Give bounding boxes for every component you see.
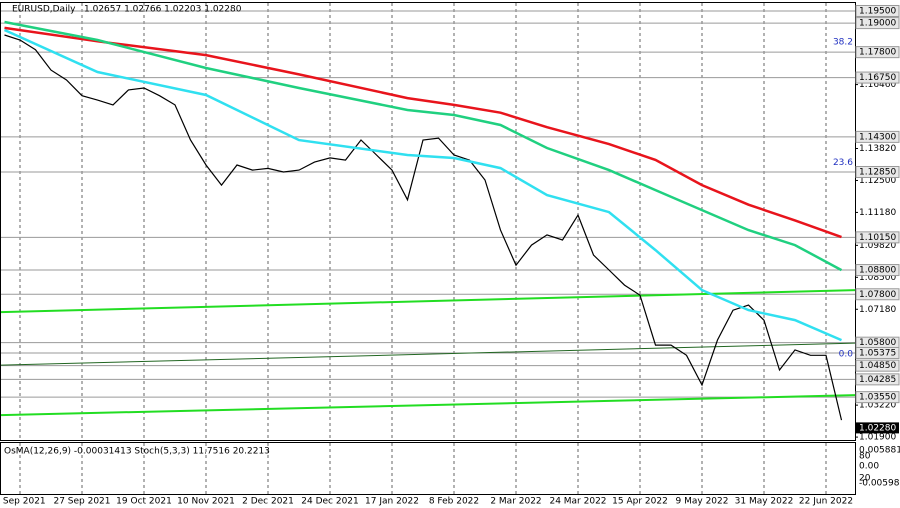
level-label: 1.19500 bbox=[859, 6, 896, 16]
price-line bbox=[4, 34, 843, 421]
level-box bbox=[855, 288, 900, 301]
level-box bbox=[855, 264, 900, 277]
indicator-axis-label: 20 bbox=[859, 474, 871, 484]
moving-average bbox=[4, 26, 842, 239]
indicator-axis-label: 0.0058815 bbox=[859, 446, 900, 456]
level-label: 1.16750 bbox=[859, 73, 896, 83]
level-label: 1.07800 bbox=[859, 290, 896, 300]
indicator-label: OsMA(12,26,9) -0.00031413 Stoch(5,3,3) 1… bbox=[4, 447, 270, 457]
level-box bbox=[855, 71, 900, 84]
level-box bbox=[855, 130, 900, 143]
indicator-axis-label: 80 bbox=[859, 452, 871, 462]
x-tick-label: 2 Mar 2022 bbox=[490, 497, 541, 507]
level-label: 1.12850 bbox=[859, 167, 896, 177]
indicator-axis-label: 0.00 bbox=[859, 462, 879, 472]
x-tick-label: 24 Dec 2021 bbox=[301, 497, 359, 507]
fib-label: 38.2 bbox=[833, 38, 853, 48]
y-tick-label: 1.12500 bbox=[859, 176, 896, 186]
level-label: 1.10150 bbox=[859, 233, 896, 243]
level-box bbox=[855, 346, 900, 359]
indicator-pane bbox=[0, 442, 856, 495]
x-tick-label: 27 Sep 2021 bbox=[53, 497, 110, 507]
level-label: 1.17800 bbox=[859, 48, 896, 58]
x-tick-label: 8 Sep 2021 bbox=[0, 497, 46, 507]
level-label: 1.05375 bbox=[859, 348, 896, 358]
level-label: 1.03550 bbox=[859, 393, 896, 403]
x-tick-label: 8 Feb 2022 bbox=[429, 497, 479, 507]
y-tick-label: 1.08500 bbox=[859, 273, 896, 283]
x-tick-label: 24 Mar 2022 bbox=[549, 497, 606, 507]
x-tick-label: 17 Jan 2022 bbox=[365, 497, 419, 507]
x-tick-label: 31 May 2022 bbox=[735, 497, 794, 507]
last-price-box bbox=[856, 422, 899, 434]
fib-label: 23.6 bbox=[833, 158, 853, 168]
level-label: 1.08800 bbox=[859, 266, 896, 276]
y-tick-label: 1.09820 bbox=[859, 241, 896, 251]
level-box bbox=[855, 391, 900, 404]
level-box bbox=[855, 165, 900, 178]
level-box bbox=[855, 231, 900, 244]
fib-label: 0.0 bbox=[839, 350, 854, 360]
x-tick-label: 15 Apr 2022 bbox=[612, 497, 668, 507]
x-tick-label: 2 Dec 2021 bbox=[242, 497, 294, 507]
moving-average bbox=[3, 28, 842, 342]
level-label: 1.19000 bbox=[859, 19, 896, 29]
x-tick-label: 9 May 2022 bbox=[676, 497, 729, 507]
y-tick-label: 1.11180 bbox=[859, 208, 896, 218]
trendline bbox=[0, 394, 856, 417]
x-tick-label: 10 Nov 2021 bbox=[177, 497, 235, 507]
y-tick-label: 1.16460 bbox=[859, 80, 896, 90]
level-box bbox=[855, 4, 900, 17]
level-box bbox=[855, 17, 900, 30]
level-label: 1.05800 bbox=[859, 338, 896, 348]
level-box bbox=[855, 359, 900, 372]
indicator-axis-label: -0.005985 bbox=[859, 479, 900, 489]
level-box bbox=[855, 46, 900, 59]
level-label: 1.04285 bbox=[859, 375, 896, 385]
x-tick-label: 22 Jun 2022 bbox=[799, 497, 853, 507]
x-tick-label: 19 Oct 2021 bbox=[116, 497, 172, 507]
y-tick-label: 1.03220 bbox=[859, 401, 896, 411]
y-tick-label: 1.13820 bbox=[859, 144, 896, 154]
symbol-title: EURUSD,Daily bbox=[12, 5, 76, 15]
quote: 1.02657 1.02766 1.02203 1.02280 bbox=[84, 5, 242, 15]
trendline bbox=[0, 342, 856, 366]
y-tick-label: 1.01900 bbox=[859, 433, 896, 443]
level-label: 1.04850 bbox=[859, 361, 896, 371]
moving-average bbox=[4, 20, 843, 272]
last-price-label: 1.02280 bbox=[859, 423, 896, 433]
level-box bbox=[855, 373, 900, 386]
main-pane bbox=[0, 2, 856, 441]
level-label: 1.14300 bbox=[859, 132, 896, 142]
y-tick-label: 1.07180 bbox=[859, 305, 896, 315]
